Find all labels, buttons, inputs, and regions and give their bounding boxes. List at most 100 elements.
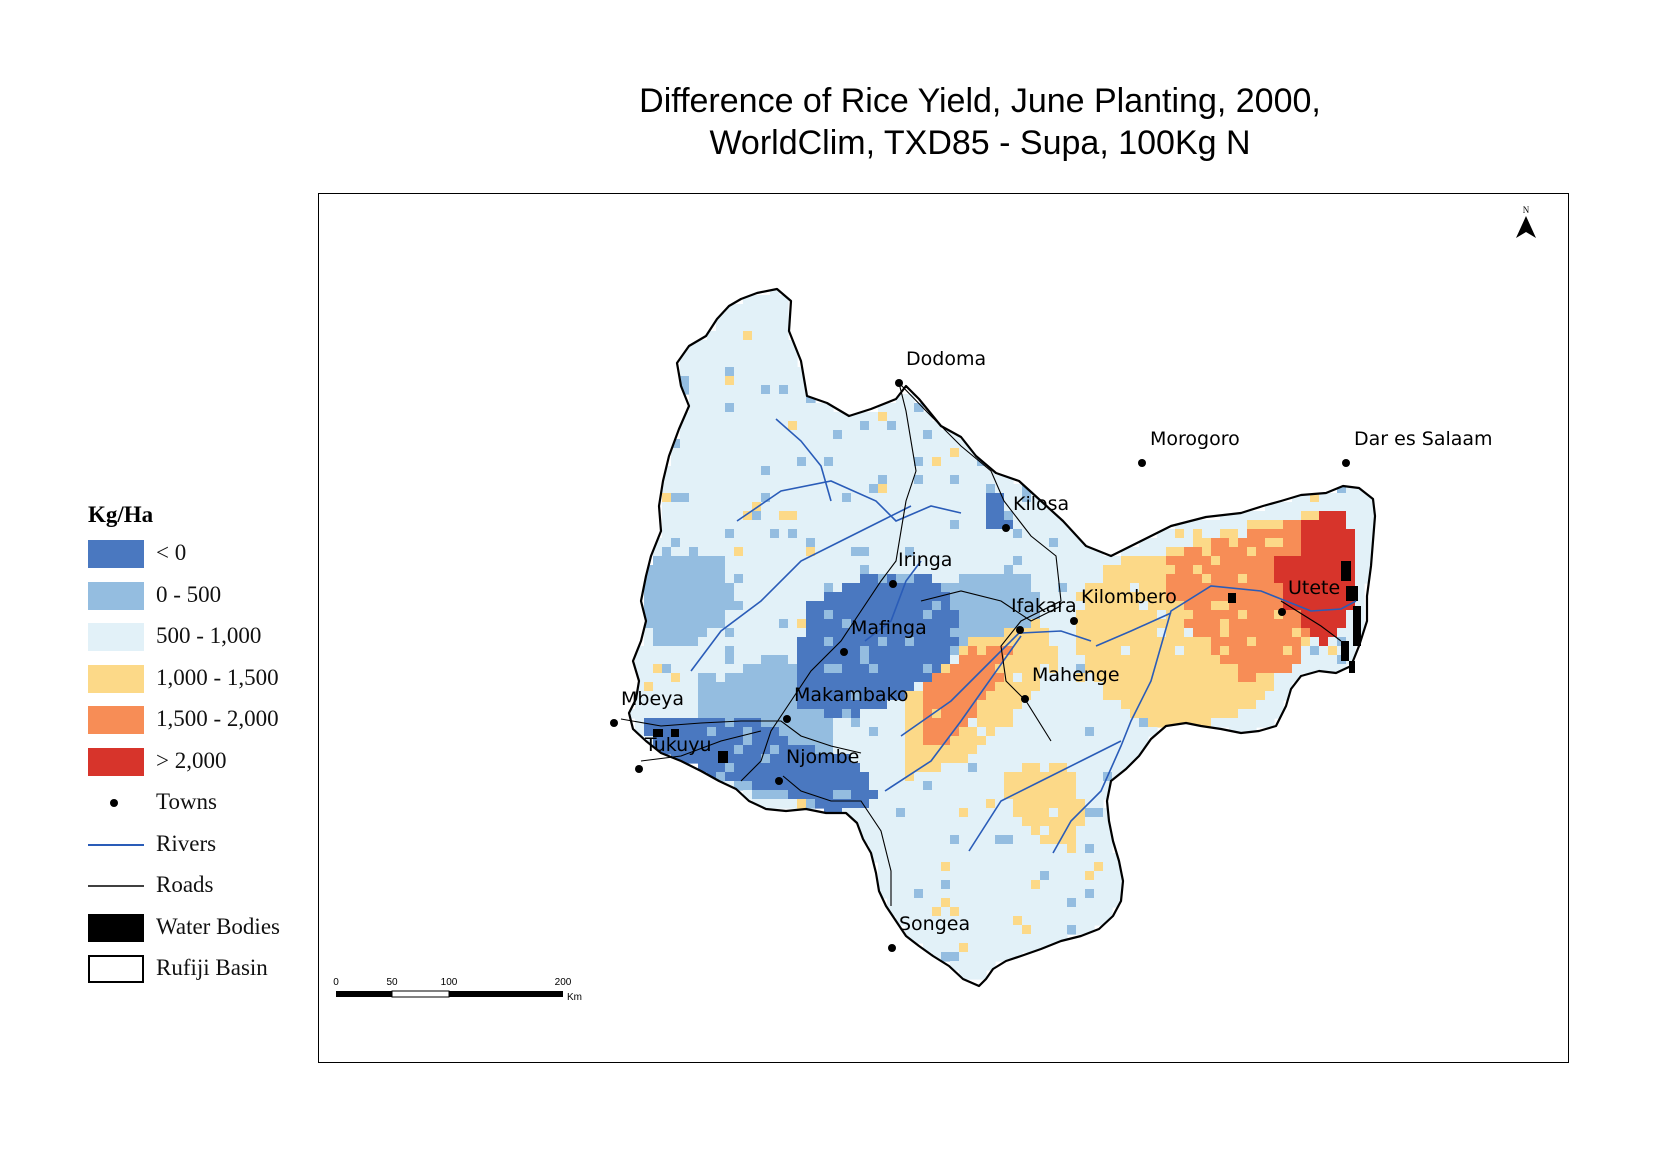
town-dot-njombe[interactable] xyxy=(775,777,783,785)
raster-cell xyxy=(833,664,843,674)
raster-cell xyxy=(923,583,933,593)
raster-cell xyxy=(707,493,717,503)
raster-cell xyxy=(1058,916,1068,926)
raster-cell xyxy=(914,457,924,467)
raster-cell xyxy=(1040,826,1050,836)
raster-cell xyxy=(977,664,987,674)
town-dot-dodoma[interactable] xyxy=(895,379,903,387)
raster-cell xyxy=(833,583,843,593)
raster-cell xyxy=(896,772,906,782)
town-dot-utete[interactable] xyxy=(1278,608,1286,616)
raster-cell xyxy=(1364,547,1374,557)
raster-cell xyxy=(815,664,825,674)
raster-cell xyxy=(941,682,951,692)
raster-cell xyxy=(878,880,888,890)
town-dot-dar-es-salaam[interactable] xyxy=(1342,459,1350,467)
raster-cell xyxy=(941,925,951,935)
raster-cell xyxy=(1220,709,1230,719)
town-dot-kilombero[interactable] xyxy=(1070,617,1078,625)
raster-cell xyxy=(986,637,996,647)
raster-cell xyxy=(941,934,951,944)
raster-cell xyxy=(1229,556,1239,566)
raster-cell xyxy=(779,403,789,413)
raster-cell xyxy=(842,601,852,611)
raster-cell xyxy=(1004,682,1014,692)
raster-cell xyxy=(653,664,663,674)
raster-cell xyxy=(905,664,915,674)
raster-cell xyxy=(887,844,897,854)
raster-cell xyxy=(914,835,924,845)
raster-cell xyxy=(698,466,708,476)
raster-cell xyxy=(968,484,978,494)
raster-cell xyxy=(995,520,1005,530)
raster-cell xyxy=(896,610,906,620)
raster-cell xyxy=(1247,682,1257,692)
raster-cell xyxy=(1049,853,1059,863)
raster-cell xyxy=(959,664,969,674)
raster-cell xyxy=(761,331,771,341)
raster-cell xyxy=(941,601,951,611)
raster-cell xyxy=(1013,547,1023,557)
raster-cell xyxy=(950,565,960,575)
raster-cell xyxy=(1256,511,1266,521)
raster-cell xyxy=(734,736,744,746)
scale-bar: 0 50 100 200 Km xyxy=(333,977,582,1003)
raster-cell xyxy=(1193,529,1203,539)
raster-cell xyxy=(1112,673,1122,683)
raster-cell xyxy=(1202,664,1212,674)
town-dot-mafinga[interactable] xyxy=(840,648,848,656)
raster-cell xyxy=(806,556,816,566)
raster-cell xyxy=(662,736,672,746)
raster-cell xyxy=(1193,709,1203,719)
raster-cell xyxy=(1040,709,1050,719)
raster-cell xyxy=(995,646,1005,656)
raster-cell xyxy=(1076,538,1086,548)
town-dot-ifakara[interactable] xyxy=(1016,626,1024,634)
raster-cell xyxy=(896,862,906,872)
town-dot-mbeya[interactable] xyxy=(610,719,618,727)
raster-cell xyxy=(932,799,942,809)
raster-cell xyxy=(977,970,987,980)
raster-cell xyxy=(1211,520,1221,530)
raster-cell xyxy=(752,601,762,611)
raster-cell xyxy=(995,826,1005,836)
town-dot-mahenge[interactable] xyxy=(1021,695,1029,703)
raster-cell xyxy=(869,664,879,674)
raster-cell xyxy=(716,529,726,539)
raster-cell xyxy=(968,556,978,566)
town-dot-kilosa[interactable] xyxy=(1002,524,1010,532)
raster-cell xyxy=(833,556,843,566)
raster-cell xyxy=(680,745,690,755)
raster-cell xyxy=(761,376,771,386)
town-dot-iringa[interactable] xyxy=(889,580,897,588)
town-dot-morogoro[interactable] xyxy=(1138,459,1146,467)
raster-cell xyxy=(1301,664,1311,674)
raster-cell xyxy=(842,439,852,449)
raster-cell xyxy=(977,655,987,665)
raster-cell xyxy=(725,655,735,665)
raster-cell xyxy=(824,457,834,467)
raster-cell xyxy=(725,664,735,674)
town-dot-songea[interactable] xyxy=(888,944,896,952)
raster-cell xyxy=(1139,556,1149,566)
raster-cell xyxy=(1022,808,1032,818)
raster-cell xyxy=(1040,772,1050,782)
raster-cell xyxy=(1265,646,1275,656)
raster-cell xyxy=(779,529,789,539)
raster-cell xyxy=(1256,538,1266,548)
raster-cell xyxy=(977,610,987,620)
raster-cell xyxy=(896,412,906,422)
raster-cell xyxy=(1247,565,1257,575)
raster-cell xyxy=(680,430,690,440)
raster-cell xyxy=(1247,655,1257,665)
raster-cell xyxy=(779,367,789,377)
raster-cell xyxy=(932,583,942,593)
raster-cell xyxy=(950,466,960,476)
raster-cell xyxy=(1283,538,1293,548)
raster-cell xyxy=(995,673,1005,683)
raster-cell xyxy=(1238,682,1248,692)
raster-cell xyxy=(941,430,951,440)
town-dot-makambako[interactable] xyxy=(783,715,791,723)
town-dot-tukuyu[interactable] xyxy=(635,765,643,773)
